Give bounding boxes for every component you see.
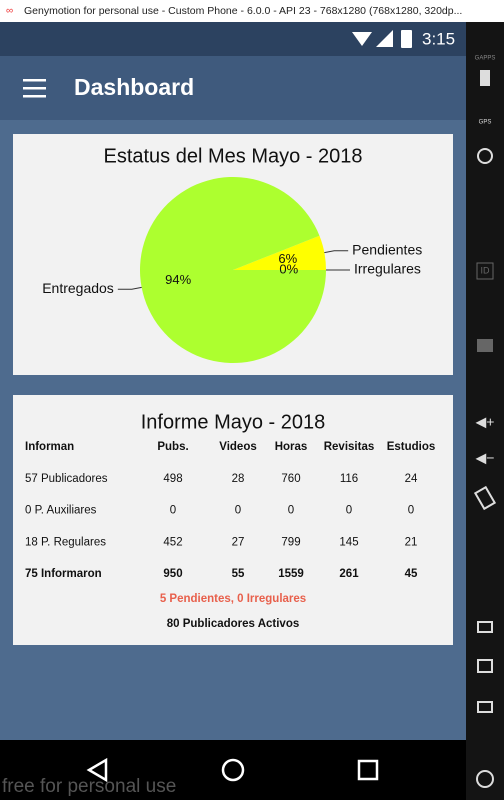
table-cell: 0: [346, 505, 352, 517]
table-cell: 498: [163, 473, 182, 485]
sidebar-label[interactable]: ID: [481, 265, 491, 275]
table-cell: 145: [339, 536, 358, 548]
nav-recents[interactable]: [357, 759, 379, 781]
battery-icon: [401, 30, 412, 48]
table-cell: 75 Informaron: [25, 568, 102, 580]
table-cell: 28: [232, 473, 245, 485]
watermark: free for personal use: [2, 776, 176, 797]
app-bar: [0, 56, 466, 120]
report-table: Informan Pubs. Videos Horas Revisitas Estudio…: [25, 441, 435, 580]
pie-chart: 94% Entregados 6% Pendientes 0% Irregulares: [42, 177, 422, 363]
table-cell: 0: [170, 505, 176, 517]
rotate-button[interactable]: [473, 485, 497, 511]
sidebar-label[interactable]: GPS: [479, 120, 492, 126]
recents-button[interactable]: [477, 659, 493, 673]
table-header: Estudios: [387, 441, 436, 453]
table-cell: 799: [281, 536, 300, 548]
status-time: 3:15: [422, 29, 455, 48]
pie-leader: [117, 286, 142, 290]
window-bar: [0, 0, 504, 22]
volume-up[interactable]: ◀+: [476, 414, 495, 430]
table-header: Informan: [25, 441, 74, 453]
signal-icon: [376, 30, 393, 47]
power-button[interactable]: [476, 770, 494, 788]
emulator-sidebar: [466, 22, 504, 800]
table-cell: 55: [232, 568, 245, 580]
volume-down[interactable]: ◀−: [476, 450, 495, 466]
id-box: [476, 262, 494, 280]
camera-button[interactable]: [477, 148, 493, 164]
table-header: Horas: [275, 441, 308, 453]
pie-value-label: 94%: [165, 272, 191, 287]
table-header: Revisitas: [324, 441, 375, 453]
table-cell: 57 Publicadores: [25, 473, 108, 485]
table-cell: 0: [288, 505, 294, 517]
table-cell: 261: [339, 568, 359, 580]
nav-bar: [0, 740, 466, 800]
pie-value-label: 6%: [278, 251, 297, 266]
table-cell: 1559: [278, 568, 304, 580]
table-cell: 760: [281, 473, 300, 485]
sidebar-label: GAPPS: [475, 56, 496, 62]
pie-category-label: Pendientes: [352, 241, 422, 257]
table-cell: 18 P. Regulares: [25, 536, 106, 548]
table-cell: 21: [405, 536, 418, 548]
pie-slice: [233, 235, 326, 270]
menu-hw-button[interactable]: [477, 701, 493, 713]
pie-slice: [139, 177, 326, 363]
table-header: Pubs.: [157, 441, 188, 453]
window-title: Genymotion for personal use - Custom Pho…: [24, 5, 462, 17]
window-icon: ∞: [6, 6, 13, 17]
table-cell: 45: [405, 568, 418, 580]
table-cell: 0 P. Auxiliares: [25, 505, 97, 517]
report-card: [13, 395, 453, 645]
table-cell: 116: [340, 473, 358, 485]
table-cell: 27: [232, 536, 245, 548]
pie-leader: [324, 250, 349, 254]
battery-button[interactable]: [480, 70, 490, 86]
table-header: Videos: [219, 441, 257, 453]
wifi-icon: [352, 32, 372, 46]
pending-text: 5 Pendientes, 0 Irregulares: [160, 593, 306, 605]
app-title: Dashboard: [74, 74, 194, 100]
sms-button[interactable]: [477, 339, 493, 352]
active-text: 80 Publicadores Activos: [167, 618, 300, 630]
pie-title: Estatus del Mes Mayo - 2018: [103, 145, 362, 167]
table-cell: 24: [405, 473, 418, 485]
table-cell: 950: [163, 568, 182, 580]
menu-button[interactable]: [23, 79, 46, 98]
nav-home[interactable]: [221, 758, 245, 782]
back-button[interactable]: [477, 621, 493, 633]
report-title: Informe Mayo - 2018: [141, 411, 326, 433]
table-cell: 0: [235, 505, 241, 517]
table-cell: 452: [163, 536, 182, 548]
status-bar: [0, 22, 466, 56]
nav-back[interactable]: [86, 757, 108, 783]
pie-category-label: Irregulares: [354, 261, 421, 277]
table-cell: 0: [408, 505, 414, 517]
pie-category-label: Entregados: [42, 280, 114, 296]
pie-value-label: 0%: [279, 261, 298, 276]
